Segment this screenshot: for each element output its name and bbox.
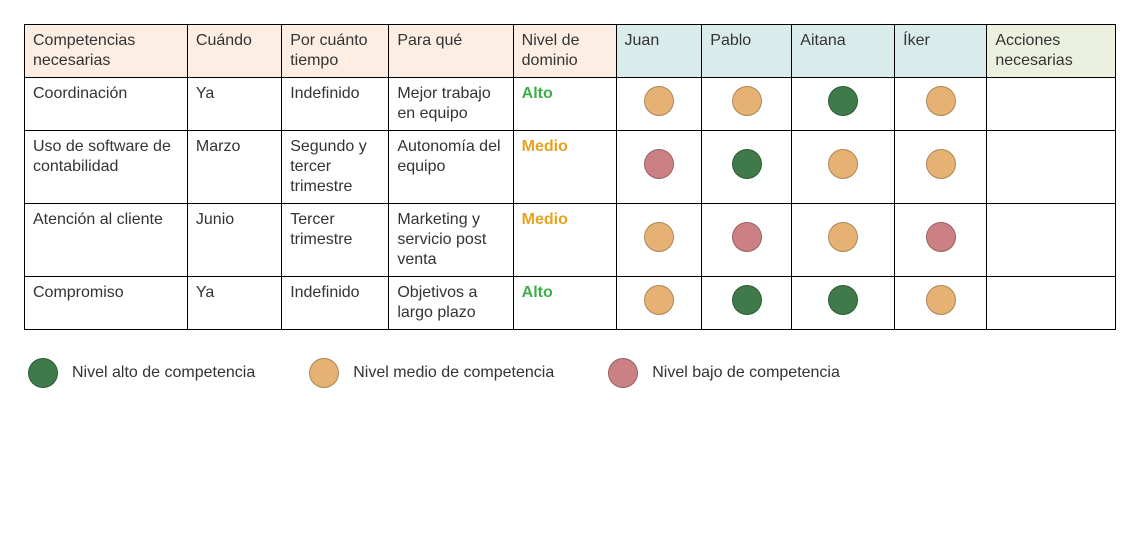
dot-mid-icon [309, 358, 339, 388]
legend-item: Nivel bajo de competencia [608, 358, 840, 388]
level-cell: Alto [513, 78, 616, 131]
person-cell [792, 131, 895, 204]
level-cell: Medio [513, 204, 616, 277]
dot-mid-icon [926, 86, 956, 116]
when-cell: Ya [187, 78, 281, 131]
dot-low-icon [926, 222, 956, 252]
person-cell [702, 277, 792, 330]
dot-low-icon [644, 149, 674, 179]
duration-cell: Segundo y tercer trimestre [282, 131, 389, 204]
legend: Nivel alto de competencia Nivel medio de … [24, 358, 1116, 388]
person-cell [702, 204, 792, 277]
legend-label: Nivel alto de competencia [72, 364, 255, 382]
actions-cell [987, 204, 1116, 277]
dot-low-icon [732, 222, 762, 252]
dot-mid-icon [926, 149, 956, 179]
when-cell: Junio [187, 204, 281, 277]
dot-high-icon [732, 285, 762, 315]
purpose-cell: Autonomía del equipo [389, 131, 513, 204]
person-cell [895, 204, 987, 277]
person-cell [792, 78, 895, 131]
duration-cell: Indefinido [282, 78, 389, 131]
col-header: Íker [895, 25, 987, 78]
person-cell [895, 131, 987, 204]
person-cell [616, 78, 702, 131]
competency-cell: Atención al cliente [25, 204, 188, 277]
table-header-row: Competencias necesariasCuándoPor cuánto … [25, 25, 1116, 78]
person-cell [895, 277, 987, 330]
competency-table: Competencias necesariasCuándoPor cuánto … [24, 24, 1116, 330]
purpose-cell: Objetivos a largo plazo [389, 277, 513, 330]
person-cell [895, 78, 987, 131]
col-header: Pablo [702, 25, 792, 78]
col-header: Nivel de dominio [513, 25, 616, 78]
col-header: Cuándo [187, 25, 281, 78]
when-cell: Ya [187, 277, 281, 330]
duration-cell: Tercer trimestre [282, 204, 389, 277]
actions-cell [987, 277, 1116, 330]
dot-high-icon [828, 86, 858, 116]
dot-mid-icon [828, 149, 858, 179]
legend-item: Nivel alto de competencia [28, 358, 255, 388]
level-cell: Medio [513, 131, 616, 204]
col-header: Competencias necesarias [25, 25, 188, 78]
table-row: CompromisoYaIndefinidoObjetivos a largo … [25, 277, 1116, 330]
duration-cell: Indefinido [282, 277, 389, 330]
dot-high-icon [828, 285, 858, 315]
person-cell [792, 277, 895, 330]
level-cell: Alto [513, 277, 616, 330]
dot-mid-icon [644, 222, 674, 252]
col-header: Juan [616, 25, 702, 78]
col-header: Por cuánto tiempo [282, 25, 389, 78]
table-row: Uso de software de contabilidadMarzoSegu… [25, 131, 1116, 204]
table-row: Atención al clienteJunioTercer trimestre… [25, 204, 1116, 277]
legend-label: Nivel medio de competencia [353, 364, 554, 382]
purpose-cell: Marketing y servicio post venta [389, 204, 513, 277]
col-header: Acciones necesarias [987, 25, 1116, 78]
legend-item: Nivel medio de competencia [309, 358, 554, 388]
dot-mid-icon [644, 285, 674, 315]
dot-mid-icon [926, 285, 956, 315]
actions-cell [987, 78, 1116, 131]
col-header: Para qué [389, 25, 513, 78]
dot-mid-icon [644, 86, 674, 116]
actions-cell [987, 131, 1116, 204]
competency-cell: Uso de software de contabilidad [25, 131, 188, 204]
person-cell [616, 277, 702, 330]
legend-label: Nivel bajo de competencia [652, 364, 840, 382]
competency-cell: Compromiso [25, 277, 188, 330]
competency-cell: Coordinación [25, 78, 188, 131]
col-header: Aitana [792, 25, 895, 78]
dot-low-icon [608, 358, 638, 388]
person-cell [792, 204, 895, 277]
dot-mid-icon [732, 86, 762, 116]
dot-mid-icon [828, 222, 858, 252]
table-row: CoordinaciónYaIndefinidoMejor trabajo en… [25, 78, 1116, 131]
dot-high-icon [28, 358, 58, 388]
purpose-cell: Mejor trabajo en equipo [389, 78, 513, 131]
person-cell [702, 131, 792, 204]
when-cell: Marzo [187, 131, 281, 204]
person-cell [702, 78, 792, 131]
dot-high-icon [732, 149, 762, 179]
person-cell [616, 204, 702, 277]
person-cell [616, 131, 702, 204]
